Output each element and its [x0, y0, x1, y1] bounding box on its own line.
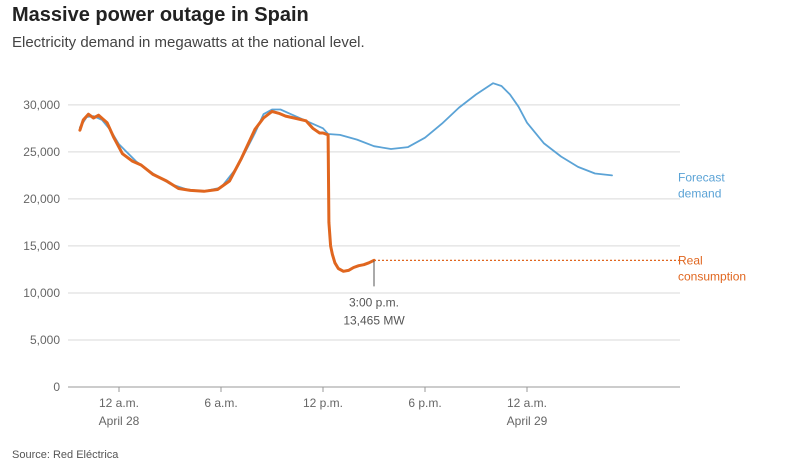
y-axis-ticks: 0 5,000 10,000 15,000 20,000 25,000 30,000 — [23, 98, 60, 394]
y-tick-label: 20,000 — [23, 192, 60, 206]
grid-lines — [68, 104, 680, 388]
series-labels: Forecast demand Real consumption — [678, 170, 746, 283]
x-tick-date-label: April 29 — [507, 414, 548, 428]
annotation-time: 3:00 p.m. — [349, 295, 399, 309]
y-tick-label: 15,000 — [23, 239, 60, 253]
forecast-demand-line — [79, 82, 613, 193]
y-tick-label: 30,000 — [23, 98, 60, 112]
series-lines — [78, 82, 613, 273]
forecast-label-line2: demand — [678, 186, 721, 200]
forecast-label-line1: Forecast — [678, 170, 725, 184]
real-label-line2: consumption — [678, 269, 746, 283]
x-tick-label: 6 a.m. — [204, 396, 237, 410]
chart-title: Massive power outage in Spain — [12, 4, 309, 26]
y-tick-label: 25,000 — [23, 145, 60, 159]
y-tick-label: 10,000 — [23, 286, 60, 300]
x-axis-ticks: 12 a.m. April 28 6 a.m. 12 p.m. 6 p.m. 12 a.m… — [99, 387, 548, 428]
annotation-group: 3:00 p.m. 13,465 MW — [343, 259, 680, 327]
x-tick-label: 6 p.m. — [408, 396, 441, 410]
x-tick-label: 12 a.m. — [507, 396, 547, 410]
real-label-line1: Real — [678, 253, 703, 267]
y-tick-label: 5,000 — [30, 333, 60, 347]
annotation-value: 13,465 MW — [343, 313, 405, 327]
y-tick-label: 0 — [53, 380, 60, 394]
x-tick-date-label: April 28 — [99, 414, 140, 428]
chart-subtitle: Electricity demand in megawatts at the n… — [12, 34, 365, 51]
x-tick-label: 12 a.m. — [99, 396, 139, 410]
x-tick-label: 12 p.m. — [303, 396, 343, 410]
real-consumption-line — [78, 109, 376, 273]
source-note: Source: Red Eléctrica — [12, 449, 119, 461]
